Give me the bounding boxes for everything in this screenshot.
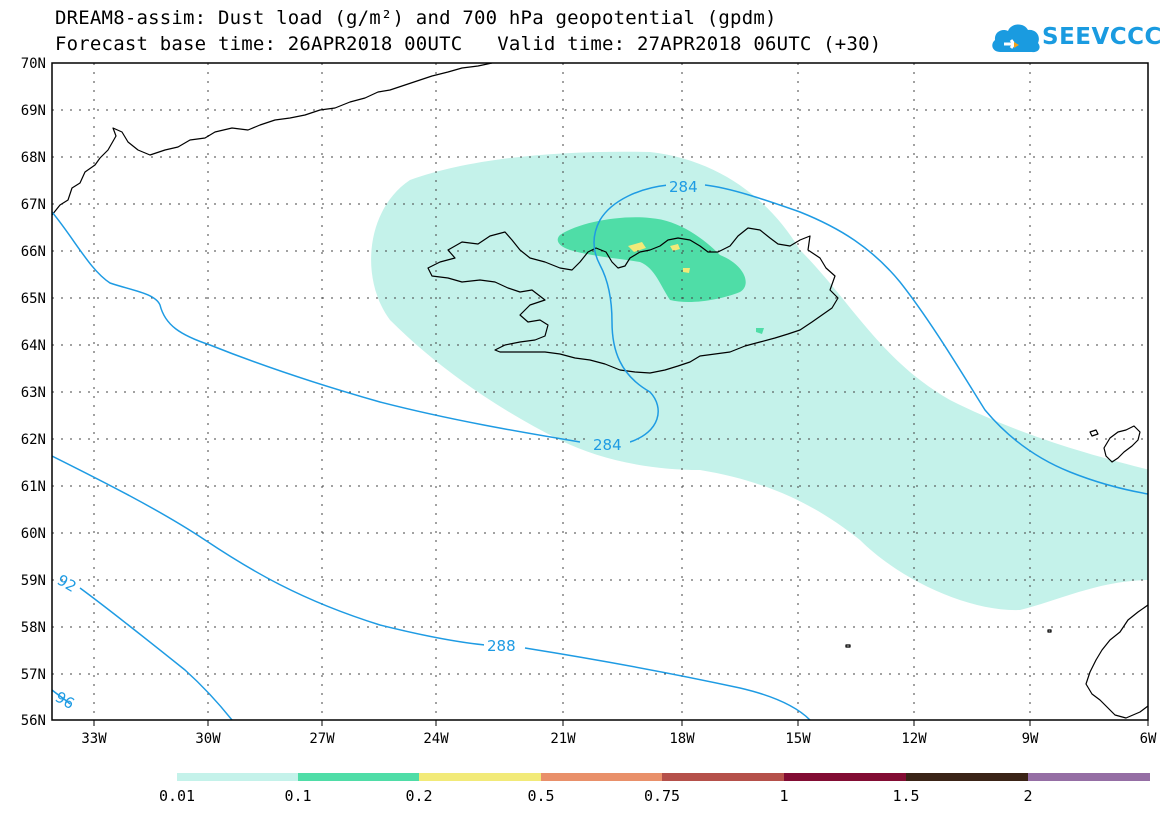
greenland-coast [52, 63, 493, 216]
lon-label: 24W [423, 731, 449, 747]
lon-label: 27W [309, 731, 335, 747]
latitude-labels: 56N 57N 58N 59N 60N 61N 62N 63N 64N 65N … [21, 56, 46, 729]
lon-label: 6W [1140, 731, 1157, 747]
lat-label: 69N [21, 103, 46, 119]
lat-label: 61N [21, 479, 46, 495]
lon-label: 9W [1022, 731, 1039, 747]
contour-label-284-south: 284 [593, 436, 622, 454]
lon-label: 33W [81, 731, 107, 747]
lat-label: 67N [21, 197, 46, 213]
contour-label-288: 288 [487, 637, 516, 655]
colorbar-label: 0.2 [405, 787, 432, 805]
geopotential-contours [52, 184, 1148, 720]
map-frame [51, 62, 1149, 721]
contour-292 [79, 587, 233, 720]
longitude-labels: 33W 30W 27W 24W 21W 18W 15W 12W 9W 6W [81, 731, 1157, 747]
colorbar-label: 1.5 [892, 787, 919, 805]
lat-label: 65N [21, 291, 46, 307]
colorbar-swatch [419, 773, 541, 781]
colorbar-label: 0.1 [284, 787, 311, 805]
contour-label-292: 92 [54, 571, 80, 596]
contour-284-west [52, 211, 581, 443]
colorbar-swatch [177, 773, 298, 781]
logo-text: SEEVCCC [1042, 24, 1162, 50]
cloud-icon [992, 24, 1040, 53]
contour-288 [52, 455, 811, 720]
colorbar-swatch [298, 773, 419, 781]
lat-label: 62N [21, 432, 46, 448]
colorbar-label: 0.5 [527, 787, 554, 805]
dust-region-mid [557, 217, 746, 303]
lon-label: 15W [785, 731, 811, 747]
colorbar-label: 1 [779, 787, 788, 805]
map-subtitle: Forecast base time: 26APR2018 00UTC Vali… [55, 33, 882, 55]
contour-label-284-north: 284 [669, 178, 698, 196]
faroe-islands [1089, 425, 1141, 463]
lat-label: 57N [21, 667, 46, 683]
lat-label: 56N [21, 713, 46, 729]
lon-label: 21W [550, 731, 576, 747]
lat-label: 66N [21, 244, 46, 260]
colorbar-label: 0.75 [644, 787, 680, 805]
dust-region-high [628, 242, 690, 273]
dust-region-low [371, 151, 1148, 611]
colorbar-swatch [662, 773, 784, 781]
lat-label: 64N [21, 338, 46, 354]
lat-label: 60N [21, 526, 46, 542]
iceland-coast [427, 227, 839, 374]
lon-label: 30W [195, 731, 221, 747]
colorbar: 0.01 0.1 0.2 0.5 0.75 1 1.5 2 [159, 773, 1150, 805]
lon-label: 18W [669, 731, 695, 747]
grid-lines [52, 63, 1148, 720]
scotland-coast [1085, 604, 1148, 719]
contour-284-east [593, 184, 1148, 495]
lat-label: 68N [21, 150, 46, 166]
lat-label: 59N [21, 573, 46, 589]
colorbar-swatch [541, 773, 662, 781]
lon-label: 12W [901, 731, 927, 747]
map-title: DREAM8-assim: Dust load (g/m²) and 700 h… [55, 7, 777, 29]
axis-ticks [93, 720, 1149, 726]
lat-label: 63N [21, 385, 46, 401]
coastlines [52, 63, 1148, 719]
colorbar-swatch [1028, 773, 1150, 781]
colorbar-label: 2 [1023, 787, 1032, 805]
contour-296 [52, 689, 71, 705]
seevccc-logo: SEEVCCC [990, 18, 1161, 60]
lat-label: 70N [21, 56, 46, 72]
dust-region-mid-spot [756, 328, 764, 334]
contour-label-296: 96 [52, 688, 78, 713]
colorbar-swatch [906, 773, 1028, 781]
lat-label: 58N [21, 620, 46, 636]
colorbar-swatch [784, 773, 906, 781]
colorbar-label: 0.01 [159, 787, 195, 805]
